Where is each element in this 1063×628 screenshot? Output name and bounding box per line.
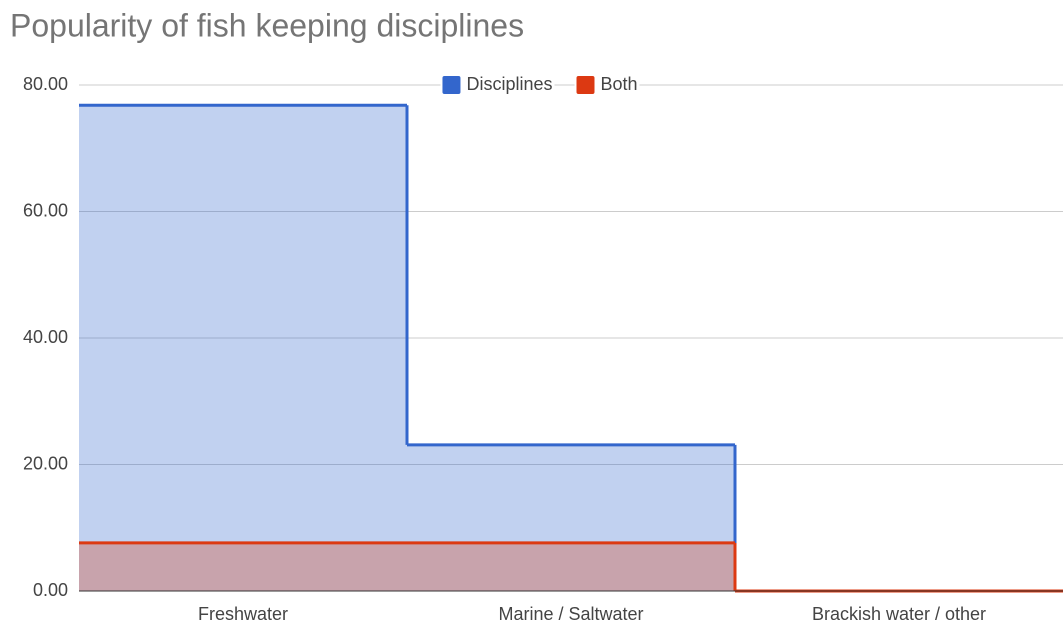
y-tick-label: 80.00 [23,74,68,94]
legend-label: Disciplines [466,74,552,94]
series [79,103,1063,593]
area-step [407,444,735,591]
legend-label: Both [601,74,638,94]
chart-title: Popularity of fish keeping disciplines [10,7,524,43]
legend-swatch [576,76,595,94]
y-tick-label: 40.00 [23,327,68,347]
x-tick-label: Freshwater [198,604,288,624]
x-tick-label: Brackish water / other [812,604,986,624]
area-step [79,105,407,592]
y-tick-label: 0.00 [33,580,68,600]
y-tick-label: 20.00 [23,453,68,473]
area-step [79,542,407,591]
y-tick-label: 60.00 [23,200,68,220]
legend-swatch [442,76,461,94]
series [79,541,1063,593]
x-tick-label: Marine / Saltwater [498,604,643,624]
area-step [407,542,735,591]
legend: Disciplines Both [440,73,640,97]
